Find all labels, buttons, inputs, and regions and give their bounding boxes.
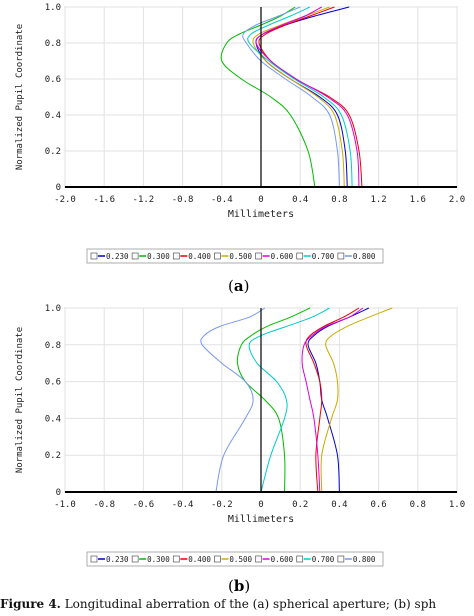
caption-prefix: Figure 4. [0, 597, 61, 611]
x-tick-label: 0 [258, 500, 263, 510]
panel-label-a: (a) [228, 277, 250, 295]
series-line-0.700 [248, 307, 330, 493]
y-tick-label: 0.4 [45, 111, 61, 121]
y-axis-label: Normalized Pupil Coordinate [15, 24, 25, 170]
legend-label: 0.500 [229, 252, 252, 261]
y-tick-label: 1.0 [45, 3, 61, 13]
y-axis-label: Normalized Pupil Coordinate [15, 327, 25, 473]
series-line-0.700 [247, 6, 353, 188]
x-tick-label: 1.6 [410, 195, 426, 205]
legend-label: 0.400 [188, 252, 211, 261]
x-axis-label: Millimeters [228, 514, 294, 525]
legend-label: 0.230 [106, 555, 129, 564]
legend-checkbox-icon [296, 252, 304, 260]
legend-label: 0.800 [353, 555, 376, 564]
legend-label: 0.600 [271, 252, 294, 261]
legend-label: 0.300 [147, 252, 170, 261]
legend-checkbox-icon [214, 252, 221, 260]
x-tick-label: -0.8 [172, 195, 194, 205]
x-tick-label: -0.2 [211, 500, 233, 510]
x-tick-label: -0.8 [93, 500, 115, 510]
y-tick-label: 0.6 [45, 75, 61, 85]
x-tick-label: 0.4 [331, 500, 347, 510]
series-line-0.600 [301, 307, 364, 493]
x-tick-label: -0.4 [172, 500, 194, 510]
legend-checkbox-icon [172, 252, 180, 260]
legend-checkbox-icon [255, 555, 262, 563]
legend-label: 0.700 [312, 252, 335, 261]
legend: 0.230 0.300 0.400 0.500 0.600 0.700 0.800 [86, 551, 384, 567]
legend-label: 0.700 [312, 555, 335, 564]
legend-checkbox-icon [337, 555, 345, 563]
legend-label: 0.300 [147, 555, 170, 564]
legend-checkbox-icon [172, 555, 180, 563]
legend-label: 0.500 [229, 555, 252, 564]
series-line-0.300 [220, 6, 316, 188]
x-tick-label: 2.0 [449, 195, 465, 205]
y-tick-label: 0.2 [45, 451, 61, 461]
legend: 0.230 0.300 0.400 0.500 0.600 0.700 0.800 [86, 248, 384, 264]
series-line-0.500 [252, 6, 345, 188]
y-tick-label: 0.2 [45, 147, 61, 157]
x-axis-label: Millimeters [228, 209, 294, 220]
x-tick-label: -1.0 [54, 500, 76, 510]
series-line-0.400 [305, 307, 360, 493]
legend-checkbox-icon [90, 555, 98, 563]
x-tick-label: 0 [258, 195, 263, 205]
legend-label: 0.400 [188, 555, 211, 564]
x-tick-label: 0.6 [370, 500, 386, 510]
x-tick-label: -1.2 [133, 195, 155, 205]
y-tick-label: 0.8 [45, 341, 61, 351]
legend-label: 0.230 [106, 252, 129, 261]
x-tick-label: 0.4 [292, 195, 308, 205]
legend-checkbox-icon [214, 555, 221, 563]
x-tick-label: -2.0 [54, 195, 76, 205]
legend-checkbox-icon [296, 555, 304, 563]
legend-label: 0.800 [353, 252, 376, 261]
legend-checkbox-icon [131, 252, 139, 260]
y-tick-label: 0 [56, 488, 61, 498]
legend-checkbox-icon [337, 252, 345, 260]
figure-caption: Figure 4. Longitudinal aberration of the… [0, 597, 474, 611]
x-tick-label: 0.8 [331, 195, 347, 205]
legend-checkbox-icon [90, 252, 98, 260]
x-tick-label: 0.2 [292, 500, 308, 510]
legend-checkbox-icon [255, 252, 262, 260]
series-line-0.600 [255, 6, 360, 188]
x-tick-label: -0.4 [211, 195, 233, 205]
x-tick-label: 1.2 [370, 195, 386, 205]
x-tick-label: 1.0 [449, 500, 465, 510]
legend-checkbox-icon [131, 555, 139, 563]
x-tick-label: -1.6 [93, 195, 115, 205]
series-line-0.800 [200, 307, 266, 493]
series-line-0.500 [320, 307, 393, 493]
y-tick-label: 0.4 [45, 414, 61, 424]
legend-box [86, 248, 384, 264]
y-tick-label: 1.0 [45, 304, 61, 314]
y-tick-label: 0.8 [45, 39, 61, 49]
chart-panel-b: -1.0 -0.8 -0.6 -0.4 -0.2 0 0.2 0.4 0.6 0.8 1.0 0 0.2… [15, 304, 465, 567]
y-tick-label: 0.6 [45, 378, 61, 388]
x-tick-label: -0.6 [133, 500, 155, 510]
chart-panel-a: -2.0 -1.6 -1.2 -0.8 -0.4 0 0.4 0.8 1.2 1.6 2.0 0 0.2… [15, 3, 465, 264]
caption-text: Longitudinal aberration of the (a) spher… [64, 597, 437, 611]
y-tick-label: 0 [56, 183, 61, 193]
legend-label: 0.600 [271, 555, 294, 564]
x-tick-label: 0.8 [410, 500, 426, 510]
legend-box [86, 551, 384, 567]
panel-label-b: (b) [228, 577, 251, 595]
